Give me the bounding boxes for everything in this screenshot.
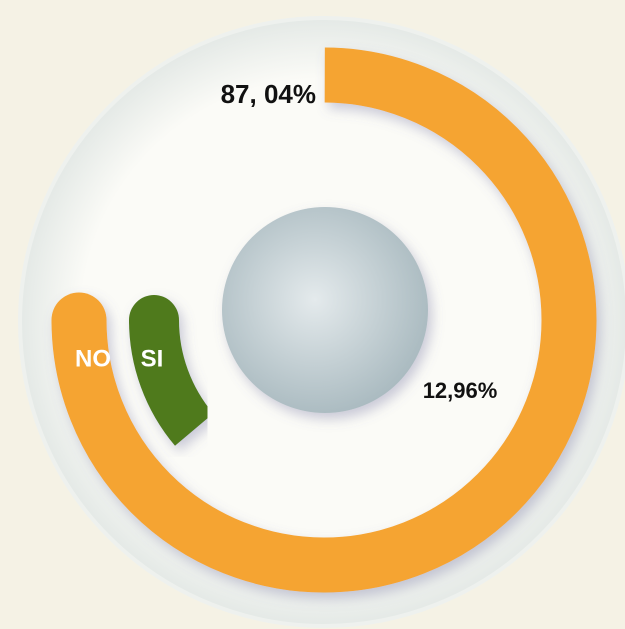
arc-cap xyxy=(51,292,107,348)
arc xyxy=(51,47,597,593)
value-label: 12,96% xyxy=(423,378,498,403)
category-label: SI xyxy=(141,345,164,372)
arc-cap xyxy=(129,295,179,345)
category-label: NO xyxy=(75,345,111,372)
arc-group xyxy=(129,295,214,446)
value-label: 87, 04% xyxy=(221,79,316,109)
arcs xyxy=(51,47,597,593)
hub xyxy=(222,207,428,413)
arc-group xyxy=(51,47,597,593)
